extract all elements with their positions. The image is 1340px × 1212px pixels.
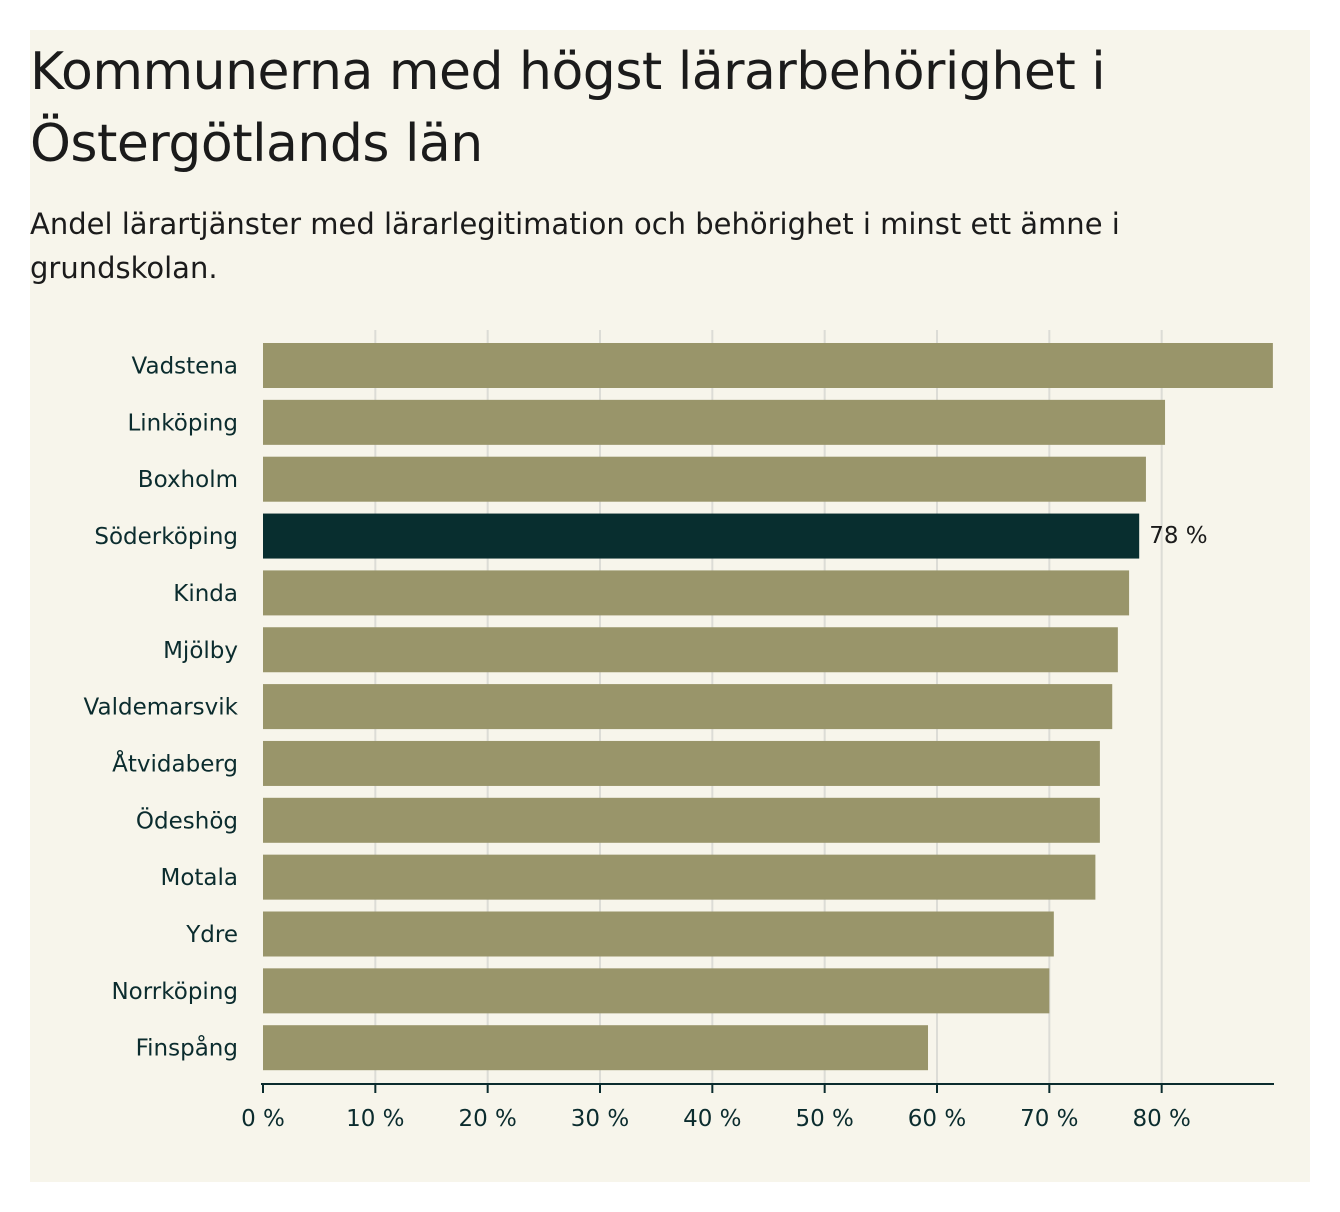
category-label: Norrköping <box>111 979 238 1005</box>
bar <box>263 456 1146 502</box>
category-label: Mjölby <box>163 638 238 664</box>
x-tick-label: 70 % <box>1020 1106 1078 1132</box>
chart-subtitle: Andel lärartjänster med lärarlegitimatio… <box>30 207 1120 285</box>
chart-card: Kommunerna med högst lärarbehörighet i Ö… <box>30 30 1310 1182</box>
bars: 78 % <box>263 343 1273 1071</box>
bar <box>263 684 1113 730</box>
category-label: Vadstena <box>132 354 238 380</box>
category-label: Kinda <box>173 581 238 607</box>
bar <box>263 740 1100 786</box>
category-label: Linköping <box>127 410 238 436</box>
bar <box>263 399 1166 445</box>
x-tick-label: 0 % <box>241 1106 285 1132</box>
bar <box>263 1025 929 1071</box>
category-label: Valdemarsvik <box>84 695 239 721</box>
bar <box>263 343 1273 388</box>
bar <box>263 570 1130 616</box>
category-label: Söderköping <box>94 524 238 550</box>
category-label: Finspång <box>136 1034 238 1062</box>
bar <box>263 968 1050 1014</box>
bar <box>263 854 1096 900</box>
bar <box>263 911 1054 957</box>
x-tick-label: 50 % <box>795 1106 853 1132</box>
x-tick-label: 20 % <box>458 1106 516 1132</box>
chart-title: Kommunerna med högst lärarbehörighet i Ö… <box>30 42 1106 174</box>
x-tick-label: 40 % <box>683 1106 741 1132</box>
x-tick-label: 80 % <box>1132 1106 1190 1132</box>
bar-highlight <box>263 513 1140 559</box>
category-label: Ydre <box>185 922 238 948</box>
category-label: Åtvidaberg <box>112 749 238 777</box>
data-label: 78 % <box>1149 523 1207 549</box>
category-label: Ödeshög <box>136 806 238 834</box>
bar-chart: 78 % Vadstena Linköping Boxholm Söderköping… <box>84 330 1274 1132</box>
x-tick-label: 30 % <box>571 1106 629 1132</box>
category-labels: Vadstena Linköping Boxholm Söderköping Kinda… <box>84 354 239 1062</box>
bar <box>263 627 1118 673</box>
category-label: Boxholm <box>138 467 238 493</box>
x-tick-label: 60 % <box>908 1106 966 1132</box>
category-label: Motala <box>160 865 238 891</box>
x-axis: 0 % 10 % 20 % 30 % 40 % 50 % 60 % 70 % 80 % <box>241 1083 1274 1132</box>
bar <box>263 797 1100 843</box>
x-tick-label: 10 % <box>346 1106 404 1132</box>
